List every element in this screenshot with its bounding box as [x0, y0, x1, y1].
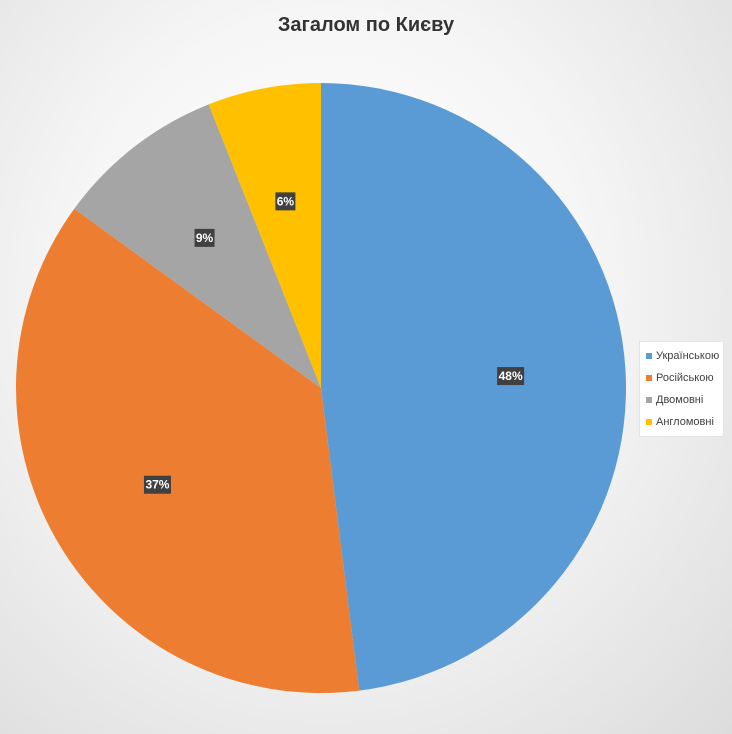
- data-label-text: 37%: [145, 478, 169, 492]
- slice-english: [208, 83, 321, 388]
- slice-ukrainian: [321, 83, 626, 691]
- legend-swatch: [646, 397, 652, 403]
- legend-label: Двомовні: [656, 394, 704, 406]
- legend-item-english: Англомовні: [646, 411, 723, 433]
- legend-item-bilingual: Двомовні: [646, 389, 723, 411]
- data-label-box: [143, 475, 171, 494]
- legend-item-russian: Російською: [646, 367, 723, 389]
- data-label-box: [497, 367, 525, 386]
- legend-swatch: [646, 375, 652, 381]
- pie-slices: [16, 83, 626, 693]
- legend-item-ukrainian: Українською: [646, 345, 723, 367]
- data-label: 37%: [143, 475, 171, 494]
- slice-russian: [16, 208, 360, 693]
- data-label-text: 6%: [277, 194, 295, 208]
- legend-label: Російською: [656, 372, 714, 384]
- legend-swatch: [646, 419, 652, 425]
- legend-label: Українською: [656, 350, 720, 362]
- pie-data-labels: 48% 37% 9% 6%: [143, 192, 525, 494]
- data-label-text: 48%: [499, 369, 523, 383]
- data-label: 48%: [497, 367, 525, 386]
- chart-title: Загалом по Києву: [277, 14, 455, 36]
- data-label-text: 9%: [196, 231, 214, 245]
- data-label-box: [275, 192, 296, 211]
- data-label: 6%: [275, 192, 296, 211]
- legend: Українською Російською Двомовні Англомов…: [639, 341, 724, 437]
- data-label: 9%: [194, 228, 215, 247]
- legend-swatch: [646, 353, 652, 359]
- data-label-box: [194, 228, 215, 247]
- legend-label: Англомовні: [656, 416, 714, 428]
